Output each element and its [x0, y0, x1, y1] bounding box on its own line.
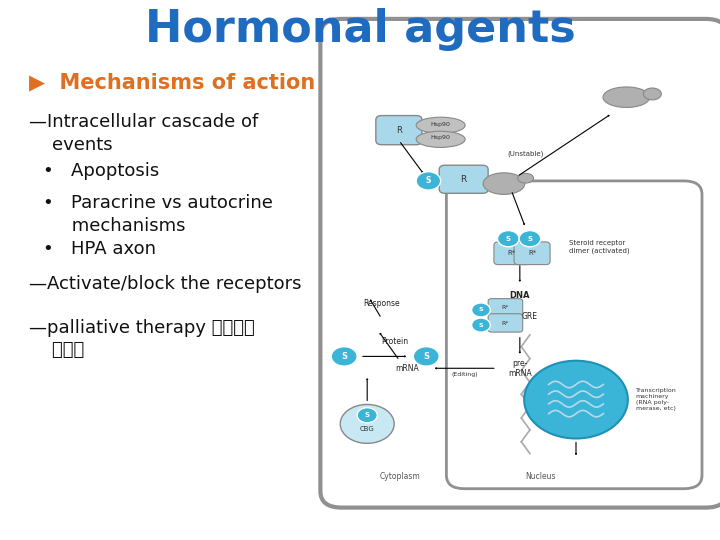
Text: S: S: [423, 352, 429, 361]
Text: (Unstable): (Unstable): [508, 151, 544, 157]
Circle shape: [472, 303, 490, 317]
Text: Steroid receptor
dimer (activated): Steroid receptor dimer (activated): [569, 240, 629, 254]
Text: Hormonal agents: Hormonal agents: [145, 8, 575, 51]
Text: Transcription
machinery
(RNA poly-
merase, etc): Transcription machinery (RNA poly- meras…: [636, 388, 677, 411]
FancyBboxPatch shape: [488, 299, 523, 317]
Text: Response: Response: [364, 299, 400, 308]
Text: R*: R*: [502, 321, 509, 326]
FancyBboxPatch shape: [446, 181, 702, 489]
Ellipse shape: [644, 88, 662, 100]
Circle shape: [472, 318, 490, 332]
Circle shape: [413, 347, 439, 366]
Text: DNA: DNA: [510, 292, 530, 300]
Text: Nucleus: Nucleus: [525, 472, 555, 481]
Circle shape: [357, 408, 377, 423]
FancyBboxPatch shape: [514, 242, 550, 265]
FancyBboxPatch shape: [494, 242, 530, 265]
Text: R*: R*: [508, 250, 516, 256]
Text: •   Paracrine vs autocrine
     mechanisms: • Paracrine vs autocrine mechanisms: [43, 194, 273, 235]
Text: pre-
mRNA: pre- mRNA: [508, 359, 531, 378]
Text: —Activate/block the receptors: —Activate/block the receptors: [29, 275, 301, 293]
Circle shape: [519, 231, 541, 247]
Text: —palliative therapy （姑息性
    治疗）: —palliative therapy （姑息性 治疗）: [29, 319, 255, 360]
Text: R*: R*: [528, 250, 536, 256]
FancyBboxPatch shape: [376, 116, 422, 145]
Circle shape: [331, 347, 357, 366]
Ellipse shape: [603, 87, 649, 107]
Ellipse shape: [483, 173, 525, 194]
Text: S: S: [426, 177, 431, 185]
Ellipse shape: [416, 131, 465, 147]
Circle shape: [524, 361, 628, 438]
FancyBboxPatch shape: [320, 19, 720, 508]
Circle shape: [416, 172, 441, 190]
Text: •   HPA axon: • HPA axon: [43, 240, 156, 258]
Ellipse shape: [518, 173, 534, 183]
Text: R: R: [396, 126, 402, 134]
Text: S: S: [506, 235, 510, 242]
Text: S: S: [479, 322, 483, 328]
FancyBboxPatch shape: [488, 314, 523, 332]
Text: GRE: GRE: [522, 312, 538, 321]
Text: R*: R*: [502, 305, 509, 310]
Text: —Intracellular cascade of
    events: —Intracellular cascade of events: [29, 113, 258, 154]
Text: Protein: Protein: [382, 337, 409, 346]
Ellipse shape: [416, 117, 465, 133]
Text: •   Apoptosis: • Apoptosis: [43, 162, 159, 180]
Circle shape: [498, 231, 519, 247]
Text: S: S: [528, 235, 532, 242]
Text: (Editing): (Editing): [451, 372, 477, 377]
Text: mRNA: mRNA: [395, 364, 418, 373]
Text: Hsp90: Hsp90: [431, 135, 451, 140]
Text: S: S: [341, 352, 347, 361]
Text: S: S: [365, 412, 369, 418]
FancyBboxPatch shape: [439, 165, 488, 193]
Text: ▶  Mechanisms of action: ▶ Mechanisms of action: [29, 73, 315, 93]
Text: S: S: [479, 307, 483, 313]
Text: R: R: [461, 175, 467, 184]
Ellipse shape: [340, 404, 395, 443]
Text: Hsp90: Hsp90: [431, 122, 451, 127]
Text: Cytoplasm: Cytoplasm: [379, 472, 420, 481]
Text: CBG: CBG: [360, 426, 374, 433]
